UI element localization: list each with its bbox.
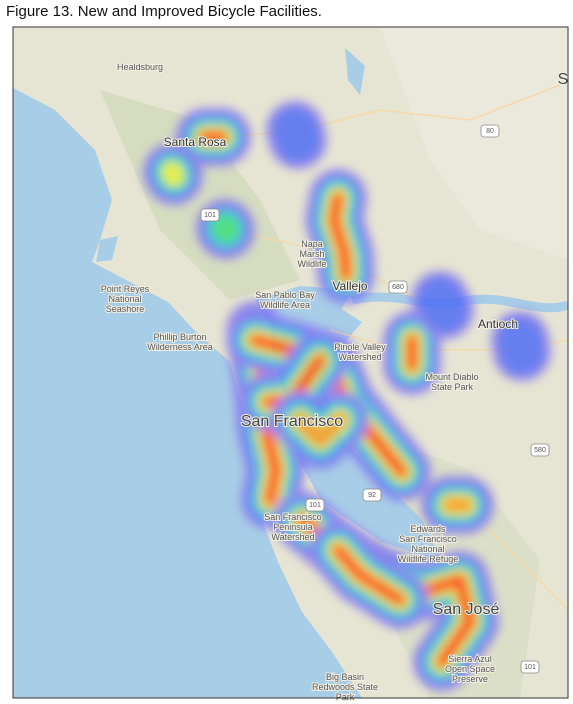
heat-band (272, 107, 321, 163)
place-label: S (558, 71, 569, 88)
place-label: San Francisco (264, 512, 322, 522)
highway-number: 580 (534, 447, 546, 454)
place-label: Point Reyes (101, 284, 150, 294)
highway-shield (305, 498, 325, 512)
place-label: Edwards (410, 524, 446, 534)
highway-number: 680 (392, 284, 404, 291)
highway-shield (480, 124, 500, 138)
heat-band (417, 277, 468, 333)
place-label: Marsh (299, 249, 324, 259)
place-label: San Francisco (399, 534, 457, 544)
highway-shield (200, 208, 220, 222)
map-border (12, 26, 569, 699)
place-label: Redwoods State (312, 682, 378, 692)
figure-caption: Figure 13. New and Improved Bicycle Faci… (6, 3, 322, 20)
place-label: Wilderness Area (147, 342, 213, 352)
place-label: State Park (431, 382, 474, 392)
place-label: San José (433, 601, 500, 618)
place-label: Preserve (452, 674, 488, 684)
place-label: Wildlife Area (260, 300, 310, 310)
highway-number: 80 (486, 128, 494, 135)
place-label: Vallejo (332, 279, 367, 293)
heat-band (329, 193, 351, 280)
place-label: Wildlife (297, 259, 326, 269)
place-label: Phillip Burton (153, 332, 206, 342)
heatmap (143, 101, 551, 691)
place-label: Pinole Valley (334, 342, 386, 352)
highway-number: 101 (204, 212, 216, 219)
place-label: National (411, 544, 444, 554)
place-label: Peninsula (273, 522, 313, 532)
place-label: Sierra Azul (448, 654, 492, 664)
heat-band (292, 412, 348, 448)
heat-band (161, 161, 185, 187)
heat-band (497, 317, 545, 375)
place-label: Wildlife Refuge (398, 554, 459, 564)
highway-shield (520, 660, 540, 674)
highway-number: 92 (368, 492, 376, 499)
highway-number: 101 (309, 502, 321, 509)
place-label: Healdsburg (117, 62, 163, 72)
place-label: Park (336, 692, 355, 702)
place-label: Seashore (106, 304, 145, 314)
place-label: Open Space (445, 664, 495, 674)
place-label: Big Basin (326, 672, 364, 682)
highway-shield (530, 443, 550, 457)
place-label: Watershed (338, 352, 381, 362)
place-label: Watershed (271, 532, 314, 542)
place-label: San Francisco (241, 413, 343, 430)
highway-number: 101 (524, 664, 536, 671)
heat-band (211, 214, 240, 244)
place-label: San Pablo Bay (255, 290, 315, 300)
highway-shield (388, 280, 408, 294)
place-label: National (108, 294, 141, 304)
place-label: Santa Rosa (164, 135, 227, 149)
place-label: Napa (301, 239, 323, 249)
heat-band (333, 545, 405, 605)
highway-shield (362, 488, 382, 502)
place-label: Mount Diablo (425, 372, 478, 382)
place-label: Antioch (478, 317, 518, 331)
